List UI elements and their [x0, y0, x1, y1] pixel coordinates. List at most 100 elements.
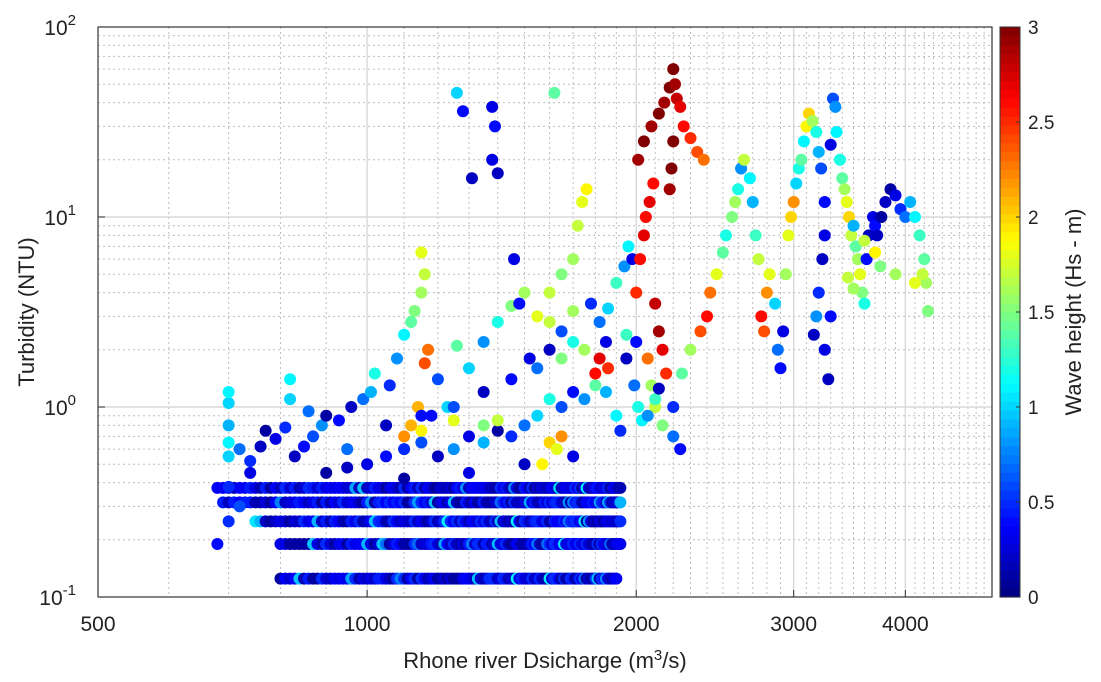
data-point [543, 393, 556, 406]
data-point [847, 219, 860, 232]
data-point [790, 177, 803, 190]
colorbar-segment [1000, 160, 1020, 171]
data-point [477, 335, 490, 348]
data-point [279, 421, 292, 434]
data-point [845, 229, 858, 242]
x-tick-label: 1000 [344, 613, 391, 636]
data-point [667, 430, 680, 443]
colorbar-segment [1000, 205, 1020, 215]
data-point [422, 343, 435, 356]
colorbar-segment [1000, 35, 1020, 46]
data-point [677, 120, 690, 133]
data-point [732, 183, 745, 196]
data-point [656, 419, 669, 432]
data-point [691, 145, 704, 158]
data-point [812, 286, 825, 299]
data-point [639, 211, 652, 223]
plot-frame [97, 26, 993, 598]
data-point [879, 195, 892, 208]
colorbar-segment [1000, 427, 1020, 438]
data-point [771, 343, 784, 356]
data-point [656, 343, 669, 356]
colorbar-segment [1000, 543, 1020, 554]
data-point [405, 316, 418, 329]
colorbar-segment [1000, 463, 1020, 473]
data-point [667, 135, 680, 148]
data-point [447, 414, 460, 427]
data-point [824, 310, 837, 323]
data-point [871, 229, 884, 242]
data-point [578, 343, 591, 356]
colorbar-segment [1000, 62, 1020, 73]
data-point [341, 461, 354, 474]
data-point [777, 325, 790, 338]
data-point [632, 401, 645, 413]
data-point [462, 362, 475, 375]
data-point [450, 339, 463, 352]
data-point [584, 297, 597, 310]
colorbar-segment [1000, 490, 1020, 500]
data-point [782, 229, 795, 242]
data-point [456, 105, 469, 118]
colorbar-segment [1000, 534, 1020, 545]
data-point [477, 385, 490, 398]
data-point [632, 153, 645, 166]
colorbar-segment [1000, 472, 1020, 482]
data-point [849, 240, 862, 253]
data-point [462, 466, 475, 479]
data-point [211, 538, 224, 551]
data-point [858, 297, 871, 310]
data-point [233, 443, 246, 456]
data-point [361, 458, 374, 471]
colorbar-segment [1000, 107, 1020, 117]
data-point [555, 430, 568, 443]
colorbar-tick-label: 1 [1028, 398, 1039, 419]
data-point [599, 385, 612, 398]
data-point [555, 352, 568, 365]
data-point [599, 335, 612, 348]
data-point [674, 100, 687, 113]
data-point [869, 246, 882, 259]
data-point [415, 424, 428, 437]
data-point [418, 357, 431, 370]
data-point [908, 211, 921, 223]
data-point [795, 153, 808, 166]
data-point [649, 297, 662, 310]
data-point [254, 440, 267, 453]
data-point [284, 393, 297, 406]
colorbar-segment [1000, 579, 1020, 589]
data-point [462, 430, 475, 443]
data-point [694, 325, 707, 338]
colorbar-segment [1000, 276, 1020, 286]
data-point [614, 515, 627, 528]
colorbar-segment [1000, 507, 1020, 518]
colorbar-segment [1000, 383, 1020, 393]
data-point [652, 107, 665, 120]
data-point [531, 310, 544, 323]
colorbar-segment [1000, 374, 1020, 384]
data-point [620, 352, 633, 365]
data-point [818, 343, 831, 356]
data-point [593, 316, 606, 329]
data-point [244, 466, 257, 479]
data-point [858, 234, 871, 247]
data-point [380, 419, 393, 432]
data-point [710, 268, 723, 281]
data-point [222, 480, 235, 493]
data-point [797, 135, 810, 148]
data-point [889, 268, 902, 281]
data-point [614, 424, 627, 437]
data-point [222, 419, 235, 432]
data-point [908, 276, 921, 289]
colorbar-segment [1000, 320, 1020, 331]
colorbar-segment [1000, 588, 1020, 598]
data-point [447, 443, 460, 456]
data-point [518, 419, 531, 432]
data-point [315, 419, 328, 432]
data-point [812, 145, 825, 158]
x-axis-label: Rhone river Dsicharge (m3/s) [403, 647, 686, 673]
data-point [508, 253, 521, 266]
data-point [550, 443, 563, 456]
x-tick-label: 2000 [613, 613, 660, 636]
colorbar-segment [1000, 267, 1020, 277]
